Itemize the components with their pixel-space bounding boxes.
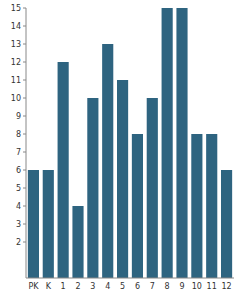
bar: [72, 206, 83, 278]
x-tick-label: 8: [165, 282, 170, 291]
bar: [191, 134, 202, 278]
y-tick-label: 4: [16, 202, 21, 211]
y-tick-label: 6: [16, 166, 21, 175]
bars: [28, 8, 232, 278]
y-tick-label: 12: [11, 58, 21, 67]
x-tick-label: 3: [90, 282, 95, 291]
y-tick: [23, 206, 26, 207]
y-tick: [23, 242, 26, 243]
y-tick-label: 3: [16, 220, 21, 229]
x-tick-label: 1: [61, 282, 66, 291]
x-tick-label: 12: [221, 282, 231, 291]
y-tick-label: 14: [11, 22, 21, 31]
y-tick: [23, 152, 26, 153]
x-tick-label: 6: [135, 282, 140, 291]
x-tick-label: 11: [207, 282, 217, 291]
y-tick: [23, 62, 26, 63]
y-axis-line: [26, 8, 27, 278]
x-tick-label: K: [46, 282, 52, 291]
x-tick-label: 2: [75, 282, 80, 291]
bar: [162, 8, 173, 278]
y-tick-label: 9: [16, 112, 21, 121]
y-tick-label: 8: [16, 130, 21, 139]
y-tick: [23, 188, 26, 189]
bar: [43, 170, 54, 278]
bar: [176, 8, 187, 278]
y-tick-label: 2: [16, 238, 21, 247]
y-tick: [23, 170, 26, 171]
y-tick: [23, 116, 26, 117]
y-tick-label: 7: [16, 148, 21, 157]
x-tick-label: 4: [105, 282, 110, 291]
bar: [102, 44, 113, 278]
y-tick: [23, 26, 26, 27]
y-tick: [23, 80, 26, 81]
bar: [87, 98, 98, 278]
x-tick-label: 10: [192, 282, 202, 291]
y-tick: [23, 98, 26, 99]
bar: [28, 170, 39, 278]
y-tick-label: 13: [11, 40, 21, 49]
bar: [206, 134, 217, 278]
chart: 23456789101112131415PKK123456789101112: [0, 0, 240, 296]
bar: [58, 62, 69, 278]
y-tick-label: 10: [11, 94, 21, 103]
x-tick-label: 9: [179, 282, 184, 291]
y-tick: [23, 224, 26, 225]
x-tick-label: 7: [150, 282, 155, 291]
y-tick-label: 15: [11, 4, 21, 13]
x-axis-line: [26, 278, 234, 279]
bar: [221, 170, 232, 278]
bar: [117, 80, 128, 278]
y-tick-label: 5: [16, 184, 21, 193]
y-tick: [23, 44, 26, 45]
x-tick-label: PK: [28, 282, 39, 291]
y-tick: [23, 134, 26, 135]
x-tick-label: 5: [120, 282, 125, 291]
bar: [132, 134, 143, 278]
y-tick: [23, 8, 26, 9]
bar: [147, 98, 158, 278]
y-tick-label: 11: [11, 76, 21, 85]
